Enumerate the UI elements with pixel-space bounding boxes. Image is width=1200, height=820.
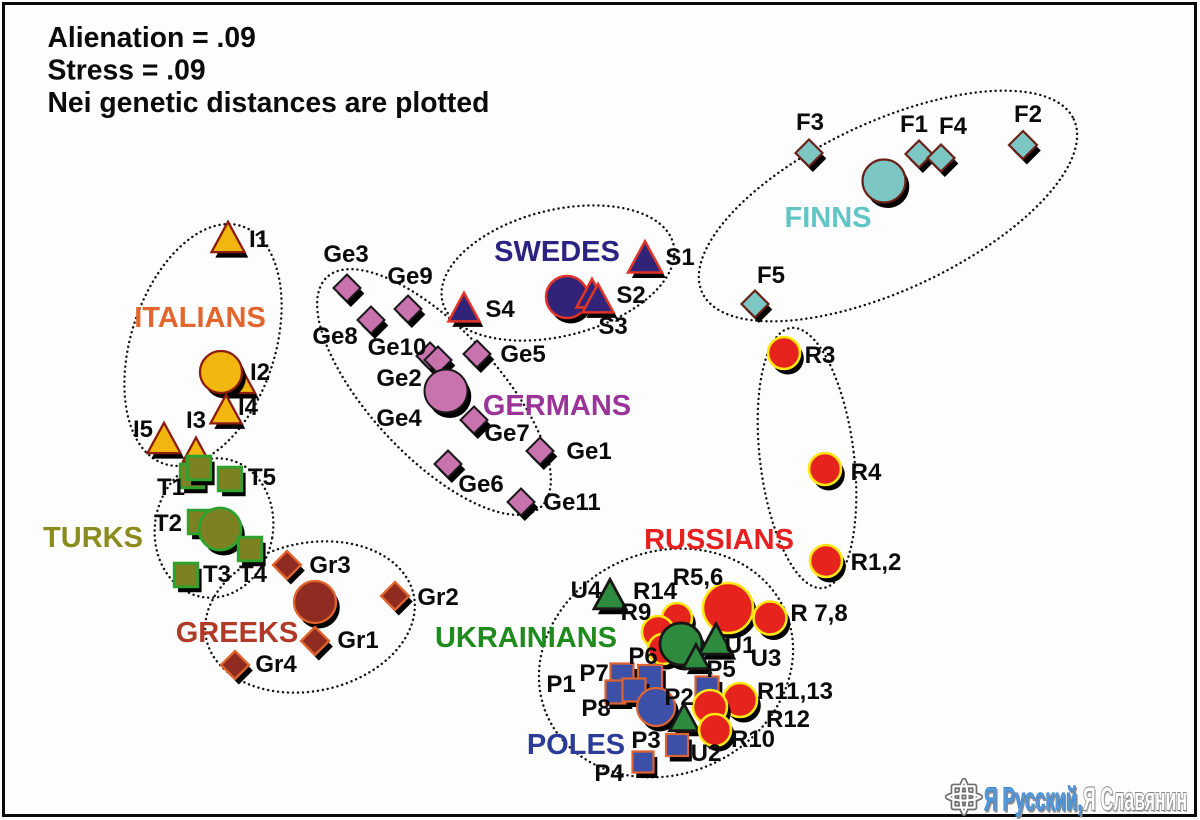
svg-text:U4: U4 [571,577,602,604]
svg-text:R12: R12 [766,706,810,733]
svg-text:Ge11: Ge11 [543,489,600,516]
svg-text:RUSSIANS: RUSSIANS [644,524,794,556]
svg-text:P6: P6 [628,643,657,670]
svg-text:UKRAINIANS: UKRAINIANS [435,622,617,654]
svg-text:S3: S3 [598,313,627,340]
svg-text:SWEDES: SWEDES [494,236,620,268]
svg-text:T4: T4 [239,561,268,588]
svg-text:ITALIANS: ITALIANS [134,302,266,334]
svg-text:I4: I4 [238,394,259,421]
svg-text:P4: P4 [594,760,624,787]
svg-text:Gr4: Gr4 [255,651,297,678]
svg-text:FINNS: FINNS [785,202,872,234]
svg-text:I2: I2 [250,359,270,386]
svg-text:R5,6: R5,6 [673,564,724,591]
svg-text:Alienation = .09: Alienation = .09 [48,21,256,53]
svg-text:R10: R10 [731,726,775,753]
svg-text:Я Славянин: Я Славянин [1084,785,1188,820]
svg-text:P3: P3 [631,727,660,754]
svg-text:R9: R9 [621,599,652,626]
svg-text:Ge5: Ge5 [500,341,545,368]
svg-text:Я Русский,: Я Русский, [984,781,1083,818]
svg-text:F1: F1 [900,111,928,138]
svg-text:P7: P7 [579,660,608,687]
svg-text:T3: T3 [203,561,231,588]
svg-text:I5: I5 [133,416,153,443]
svg-text:Gr1: Gr1 [337,627,378,654]
svg-text:Я Русский,: Я Русский, [985,783,1084,820]
svg-text:F4: F4 [939,113,968,140]
svg-text:P5: P5 [706,656,735,683]
svg-text:S4: S4 [485,296,515,323]
svg-text:Ge7: Ge7 [484,420,529,447]
svg-text:T5: T5 [248,464,276,491]
svg-text:P1: P1 [546,671,575,698]
svg-text:Я Славянин: Я Славянин [1083,783,1187,818]
svg-text:GERMANS: GERMANS [483,390,631,422]
svg-text:Ge9: Ge9 [387,263,432,290]
svg-text:POLES: POLES [527,729,625,761]
svg-text:I3: I3 [186,407,206,434]
svg-text:Ge3: Ge3 [323,241,368,268]
svg-text:I1: I1 [249,226,269,253]
svg-text:Nei genetic distances are plot: Nei genetic distances are plotted [48,86,490,118]
svg-text:Ge4: Ge4 [376,405,422,432]
svg-text:R 7,8: R 7,8 [790,600,847,627]
svg-text:Ge1: Ge1 [566,438,611,465]
svg-text:Gr3: Gr3 [309,552,350,579]
svg-text:R14: R14 [633,578,678,605]
svg-text:S2: S2 [616,282,645,309]
svg-text:Ge6: Ge6 [458,471,503,498]
svg-text:Stress = .09: Stress = .09 [48,54,206,86]
svg-text:T2: T2 [154,510,182,537]
svg-text:R4: R4 [851,459,882,486]
svg-text:T1: T1 [157,474,185,501]
svg-text:Ge2: Ge2 [376,365,421,392]
svg-text:F3: F3 [796,109,824,136]
svg-text:R3: R3 [805,342,836,369]
svg-text:U1: U1 [725,632,756,659]
svg-text:P2: P2 [664,684,693,711]
svg-text:F5: F5 [757,262,785,289]
svg-text:GREEKS: GREEKS [176,617,298,649]
svg-text:P8: P8 [581,695,610,722]
svg-text:U2: U2 [691,740,722,767]
svg-text:Ge10: Ge10 [368,334,427,361]
svg-text:TURKS: TURKS [43,522,143,554]
svg-text:Ge8: Ge8 [312,323,357,350]
svg-text:R11,13: R11,13 [757,678,833,705]
svg-text:F2: F2 [1014,101,1042,128]
svg-text:R1,2: R1,2 [851,549,902,576]
svg-text:U3: U3 [751,645,782,672]
svg-text:Gr2: Gr2 [417,584,458,611]
svg-text:S1: S1 [665,244,694,271]
